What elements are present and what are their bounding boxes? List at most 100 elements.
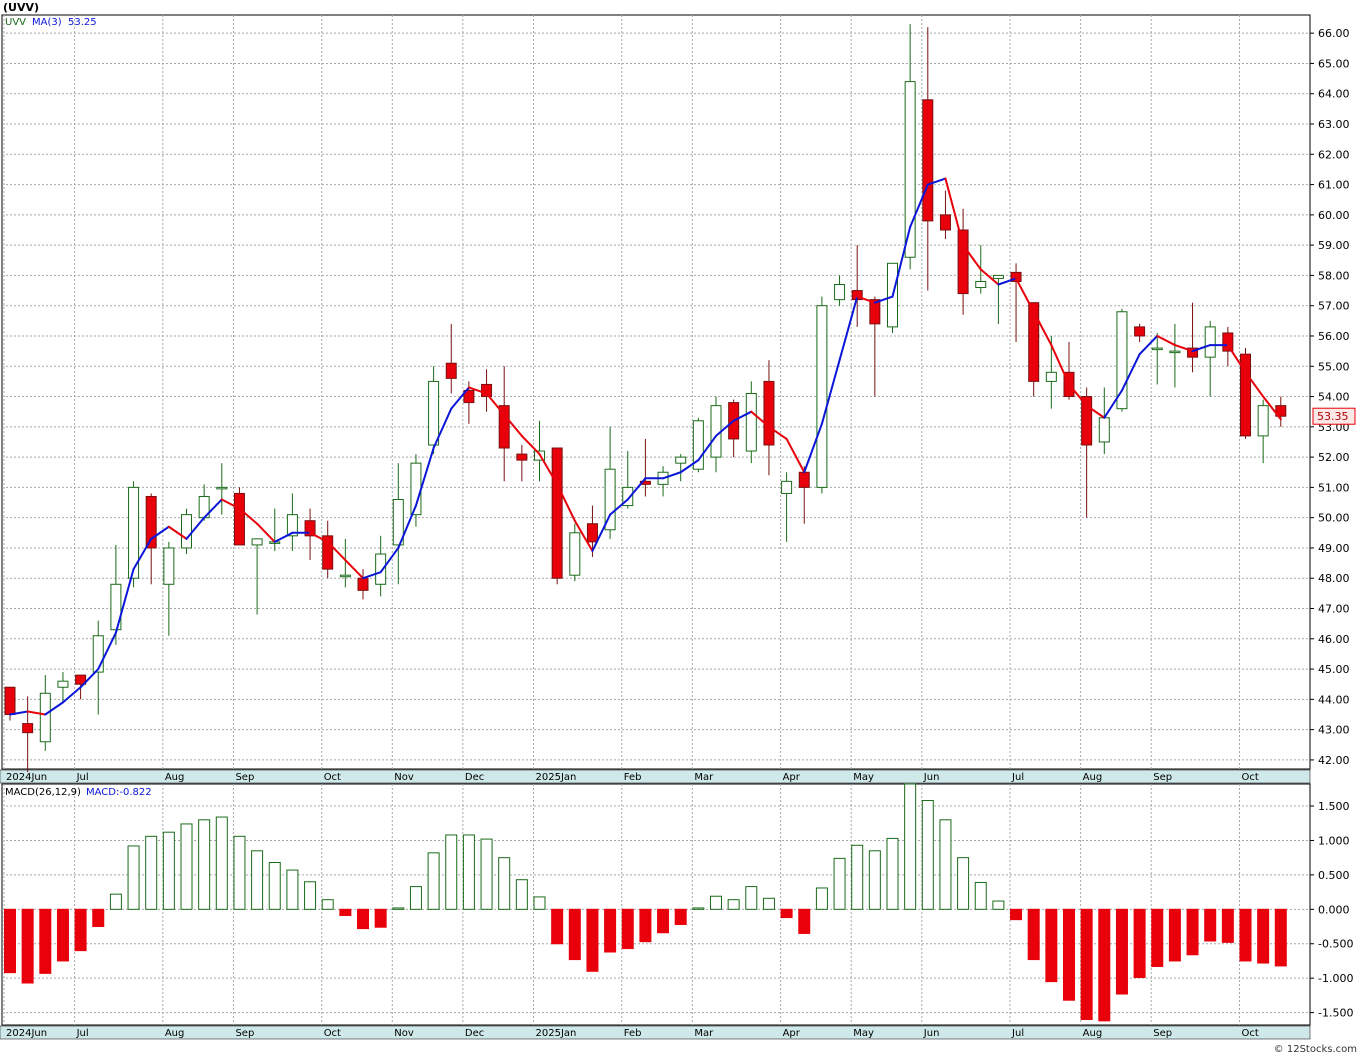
price-x-tick-label: Oct <box>1242 772 1259 783</box>
price-tick-label: 63.00 <box>1318 118 1350 131</box>
ma3-line-segment <box>344 559 364 580</box>
candle-down <box>939 214 951 231</box>
candle-down <box>304 520 316 537</box>
price-tick-label: 60.00 <box>1318 209 1350 222</box>
ma3-line-segment <box>944 177 965 247</box>
price-tick-label: 54.00 <box>1318 391 1350 404</box>
price-tick-label: 62.00 <box>1318 148 1350 161</box>
legend-ma-value: 53.25 <box>68 17 97 28</box>
macd-bar-negative <box>1151 908 1164 967</box>
macd-x-tick-label: Apr <box>783 1028 801 1039</box>
macd-bar-negative <box>586 908 599 972</box>
candle-down <box>1010 271 1022 282</box>
candle-up <box>675 456 687 464</box>
ma3-line-segment <box>856 295 876 304</box>
candle-down <box>922 99 934 222</box>
candle-down <box>322 535 334 570</box>
ma3-line-segment <box>485 392 506 416</box>
macd-bar-positive <box>833 857 846 910</box>
macd-bar-negative <box>4 908 16 974</box>
macd-bar-negative <box>639 908 652 943</box>
macd-bar-negative <box>1027 908 1040 961</box>
candle-up <box>1257 405 1269 437</box>
candle-up <box>1204 326 1216 358</box>
ma3-line-segment <box>909 183 929 228</box>
macd-bar-positive <box>921 800 934 910</box>
ma3-line-segment <box>114 568 135 634</box>
macd-bar-positive <box>304 881 317 910</box>
macd-x-tick-label: 2025Jan <box>536 1028 577 1039</box>
price-x-tick-label: Oct <box>324 772 341 783</box>
ma3-line-segment <box>891 225 912 298</box>
macd-bar-positive <box>198 819 211 910</box>
ma3-line-segment <box>1015 277 1035 313</box>
macd-tick-label: 0.500 <box>1318 869 1350 882</box>
candle-up <box>92 635 104 673</box>
macd-tick-label: -1.000 <box>1318 972 1353 985</box>
candle-up <box>745 393 757 452</box>
last-price-label: 53.35 <box>1317 410 1349 423</box>
macd-bar-negative <box>1186 908 1199 956</box>
ma3-line-segment <box>1103 389 1123 419</box>
macd-x-tick-label: Dec <box>465 1028 484 1039</box>
candle-up <box>128 486 140 579</box>
macd-bar-positive <box>109 893 122 910</box>
macd-x-tick-label: Nov <box>394 1028 414 1039</box>
macd-bar-positive <box>286 869 299 910</box>
candle-down <box>498 405 510 449</box>
macd-bar-negative <box>1257 908 1270 964</box>
macd-bar-positive <box>851 844 864 910</box>
candle-up <box>375 553 387 585</box>
candle-down <box>1240 353 1251 437</box>
ma3-line-segment <box>556 483 576 522</box>
macd-x-tick-label: Sep <box>235 1028 254 1039</box>
macd-bar-positive <box>392 907 405 910</box>
macd-tick-label: 0.000 <box>1318 903 1350 916</box>
ma3-line-segment <box>432 407 453 450</box>
macd-bar-negative <box>604 908 617 953</box>
price-panel-frame <box>1 14 1311 770</box>
price-tick-label: 59.00 <box>1318 239 1350 252</box>
candle-down <box>75 674 87 685</box>
ma3-line-segment <box>820 359 841 425</box>
price-tick-label: 55.00 <box>1318 360 1350 373</box>
macd-bar-positive <box>162 831 175 910</box>
ma3-line-segment <box>79 668 100 689</box>
ma3-line-segment <box>838 295 859 362</box>
candle-down <box>1028 302 1040 382</box>
last-price-marker <box>1312 407 1356 425</box>
candle-down <box>233 492 245 546</box>
macd-bar-negative <box>1010 908 1023 921</box>
macd-tick-label: -0.500 <box>1318 938 1353 951</box>
price-x-tick-label: Apr <box>783 772 801 783</box>
price-tick-label: 65.00 <box>1318 57 1350 70</box>
macd-x-tick-label: Sep <box>1153 1028 1172 1039</box>
ma3-line-segment <box>1032 310 1053 347</box>
macd-bar-positive <box>409 886 422 910</box>
macd-bar-negative <box>1168 908 1181 962</box>
candle-down <box>957 229 969 295</box>
price-tick-label: 45.00 <box>1318 663 1350 676</box>
candle-up <box>569 532 581 576</box>
ma3-line-segment <box>662 471 682 480</box>
macd-x-tick-label: Jun <box>923 1028 940 1039</box>
ma3-line-segment <box>238 507 259 525</box>
candle-up <box>692 420 704 470</box>
ma3-line-segment <box>785 437 806 474</box>
macd-x-tick-label: May <box>853 1028 874 1039</box>
macd-bar-positive <box>480 838 493 910</box>
macd-bar-positive <box>462 834 475 910</box>
macd-bar-negative <box>780 908 793 919</box>
candle-up <box>286 514 298 537</box>
macd-bar-positive <box>904 783 917 910</box>
macd-bar-positive <box>145 835 158 910</box>
ma3-line-segment <box>1138 334 1159 356</box>
macd-bar-positive <box>727 899 740 910</box>
ma3-line-segment <box>679 459 700 474</box>
macd-bar-positive <box>445 834 458 910</box>
ma3-line-segment <box>150 525 170 540</box>
macd-bar-negative <box>1239 908 1252 962</box>
ma3-line-segment <box>1262 395 1282 421</box>
macd-bar-negative <box>657 908 670 934</box>
ma3-line-segment <box>26 710 47 716</box>
